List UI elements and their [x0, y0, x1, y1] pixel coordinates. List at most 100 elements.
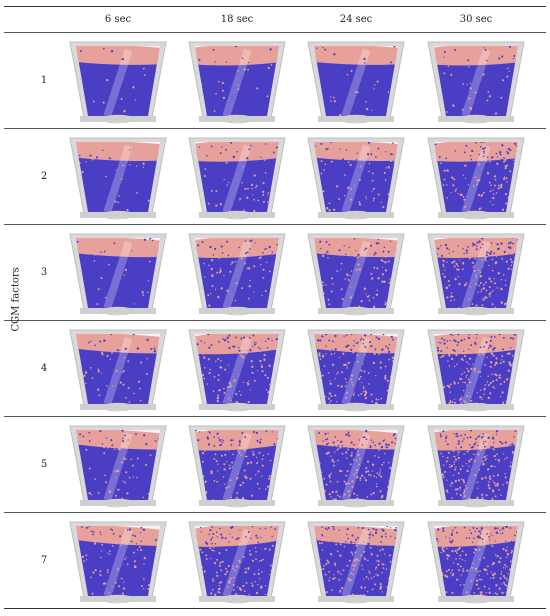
pink-particle	[224, 483, 226, 485]
blue-particle	[110, 334, 113, 336]
blue-particle	[249, 349, 252, 352]
pink-particle	[130, 458, 133, 461]
pink-particle	[339, 590, 342, 593]
pink-particle	[132, 86, 135, 89]
pink-particle	[510, 264, 513, 267]
blue-particle	[357, 253, 360, 257]
blue-particle	[82, 435, 85, 438]
blue-particle	[252, 334, 255, 337]
pink-particle	[244, 475, 247, 478]
pink-particle	[375, 566, 378, 569]
blue-particle	[375, 156, 377, 158]
pink-particle	[237, 88, 240, 91]
pink-particle	[476, 481, 479, 484]
blue-particle	[360, 339, 362, 341]
blue-particle	[132, 534, 134, 537]
pink-particle	[233, 482, 235, 485]
vessel-image	[188, 425, 286, 508]
blue-particle	[504, 540, 507, 542]
pink-particle	[225, 486, 228, 490]
pink-particle	[352, 568, 355, 571]
pink-particle	[368, 162, 371, 165]
pink-particle	[500, 183, 503, 187]
blue-particle	[154, 538, 157, 541]
blue-particle	[213, 444, 216, 447]
blue-particle	[449, 339, 451, 342]
pink-particle	[334, 498, 337, 500]
pink-particle	[103, 452, 106, 455]
blue-particle	[514, 430, 517, 432]
pink-particle	[104, 582, 107, 585]
pink-particle	[477, 371, 479, 373]
pink-particle	[322, 568, 325, 570]
pink-particle	[203, 175, 206, 177]
pink-particle	[485, 569, 487, 571]
pink-particle	[349, 286, 352, 288]
pink-particle	[342, 352, 345, 355]
pink-particle	[512, 452, 514, 455]
pink-particle	[212, 579, 215, 582]
blue-particle	[456, 344, 459, 346]
blue-particle	[509, 444, 511, 446]
blue-particle	[390, 153, 393, 156]
pink-particle	[367, 470, 370, 473]
pink-particle	[136, 192, 138, 194]
pink-particle	[384, 301, 386, 303]
blue-particle	[356, 152, 358, 154]
pink-particle	[333, 352, 336, 355]
pink-particle	[463, 583, 465, 586]
blue-particle	[375, 528, 378, 532]
pink-particle	[212, 578, 214, 580]
pink-particle	[131, 464, 134, 467]
blue-particle	[211, 536, 214, 539]
pink-particle	[257, 583, 259, 586]
pink-particle	[341, 470, 343, 472]
blue-particle	[480, 526, 483, 530]
pink-particle	[440, 162, 442, 165]
blue-particle	[319, 540, 321, 543]
pink-particle	[123, 370, 126, 372]
pink-particle	[123, 110, 126, 113]
pink-particle	[122, 587, 126, 590]
pink-particle	[217, 374, 220, 376]
blue-particle	[440, 342, 442, 344]
blue-particle	[228, 334, 231, 337]
blue-particle	[206, 436, 209, 439]
row-label: 1	[40, 75, 48, 86]
blue-particle	[218, 340, 220, 343]
simulation-snapshot	[62, 518, 174, 604]
pink-particle	[451, 574, 454, 577]
pink-particle	[195, 573, 199, 577]
blue-particle	[236, 150, 239, 153]
blue-particle	[244, 436, 247, 439]
pink-particle	[365, 196, 367, 198]
pink-particle	[445, 460, 448, 463]
pink-particle	[215, 190, 218, 193]
pink-particle	[259, 256, 262, 259]
blue-particle	[453, 350, 456, 352]
blue-particle	[101, 443, 104, 445]
pink-particle	[482, 545, 485, 548]
pink-particle	[380, 475, 383, 478]
blue-particle	[360, 337, 363, 340]
pink-particle	[326, 207, 329, 210]
pink-particle	[449, 466, 451, 468]
pink-particle	[330, 472, 332, 475]
pink-particle	[231, 402, 234, 404]
blue-particle	[503, 250, 506, 254]
pink-particle	[236, 477, 239, 480]
pink-particle	[248, 380, 250, 382]
pink-particle	[457, 276, 460, 278]
pink-particle	[450, 73, 453, 76]
pink-particle	[320, 160, 323, 163]
pink-particle	[448, 353, 450, 356]
pink-particle	[485, 494, 488, 497]
blue-particle	[209, 431, 211, 434]
blue-particle	[328, 243, 331, 246]
pink-particle	[226, 352, 228, 354]
blue-particle	[502, 527, 505, 530]
pink-particle	[225, 567, 227, 570]
pink-particle	[468, 363, 470, 365]
pink-particle	[492, 204, 494, 206]
pink-particle	[486, 381, 489, 383]
